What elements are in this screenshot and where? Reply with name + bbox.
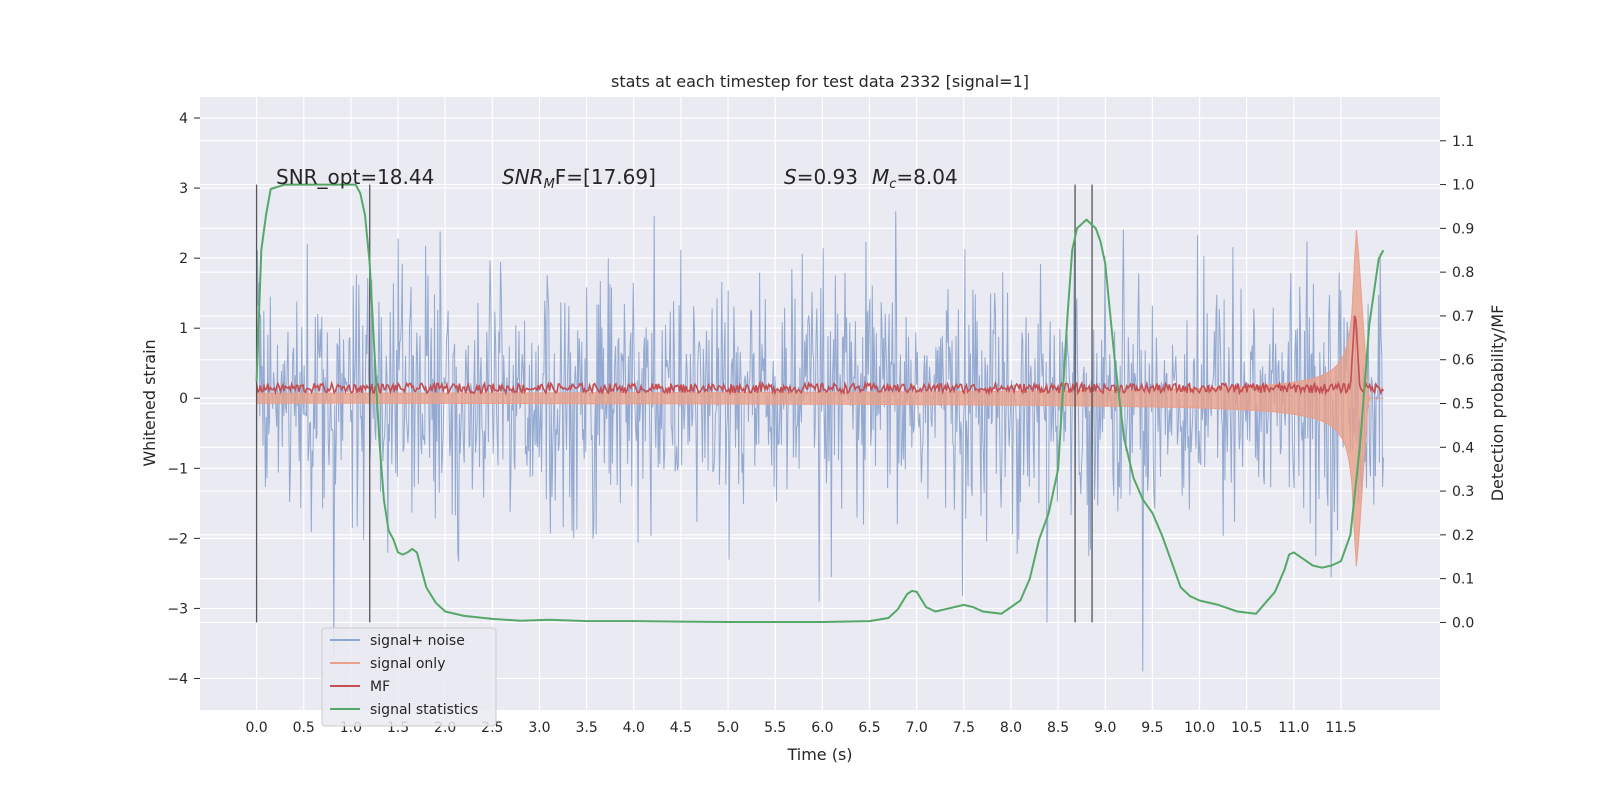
series-signal-only [256,230,1384,567]
y-right-tick-label: 0.8 [1452,265,1474,281]
y-left-tick-label: −2 [167,531,188,547]
chart-title: stats at each timestep for test data 233… [611,72,1029,91]
y-right-tick-label: 0.3 [1452,484,1474,500]
y-left-tick-label: 3 [179,181,188,197]
x-tick-label: 5.5 [764,720,786,736]
legend-box [321,627,497,727]
x-tick-label: 9.5 [1141,720,1163,736]
y-left-tick-label: 1 [179,321,188,337]
y-right-tick-label: 0.1 [1452,572,1474,588]
x-tick-label: 8.5 [1047,720,1069,736]
legend-label-signal-statistics: signal statistics [370,702,478,718]
x-tick-label: 4.5 [670,720,692,736]
legend-label-signal-noise: signal+ noise [370,633,465,649]
signal-statistics-line [255,183,1385,623]
x-tick-label: 3.0 [528,720,550,736]
annotation-snr-mf: SNRMF=[17.69] [502,165,656,192]
x-tick-label: 7.5 [953,720,975,736]
y-right-tick-label: 1.0 [1452,178,1474,194]
x-tick-label: 7.0 [906,720,928,736]
series-signal-statistics [255,183,1385,623]
x-tick-label: 0.0 [245,720,267,736]
y-left-tick-label: 4 [179,111,188,127]
signal-only-area [256,230,1384,567]
y-left-tick-label: −4 [167,671,188,687]
annotation-s-mc: S=0.93 Mc=8.04 [784,165,958,192]
mf-line [255,315,1385,396]
y-right-tick-label: 0.5 [1452,397,1474,413]
y-left-tick-label: −3 [167,601,188,617]
x-tick-label: 6.5 [858,720,880,736]
y-right-tick-label: 0.9 [1452,221,1474,237]
x-tick-label: 10.0 [1184,720,1215,736]
x-axis-label: Time (s) [786,745,852,764]
y-axis-left-ticks: −4 −3 −2 −1 0 1 2 3 4 [167,111,200,687]
x-tick-label: 10.5 [1231,720,1262,736]
series-mf [255,315,1385,396]
x-tick-label: 6.0 [811,720,833,736]
x-tick-label: 4.0 [623,720,645,736]
y-left-tick-label: −1 [167,461,188,477]
y-right-tick-label: 1.1 [1452,134,1474,150]
y-right-tick-label: 0.4 [1452,440,1474,456]
y-axis-left-label: Whitened strain [140,339,159,466]
legend-label-signal-only: signal only [370,656,445,672]
y-left-tick-label: 0 [179,391,188,407]
x-tick-label: 5.0 [717,720,739,736]
annotation-snr-opt: SNR_opt=18.44 [276,165,434,189]
y-right-tick-label: 0.7 [1452,309,1474,325]
x-tick-label: 0.5 [293,720,315,736]
y-right-tick-label: 0.0 [1452,615,1474,631]
x-axis-ticks: 0.0 0.5 1.0 1.5 2.0 2.5 3.0 3.5 4.0 4.5 5.0 5.5 6.0 6… [245,720,1356,736]
y-left-tick-label: 2 [179,251,188,267]
x-tick-label: 11.0 [1278,720,1309,736]
y-axis-right-label: Detection probability/MF [1488,305,1507,502]
x-tick-label: 11.5 [1325,720,1356,736]
legend: signal+ noise signal only MF signal stat… [321,627,497,727]
y-right-tick-label: 0.2 [1452,528,1474,544]
x-tick-label: 3.5 [575,720,597,736]
y-right-tick-label: 0.6 [1452,353,1474,369]
y-axis-right-ticks: 0.0 0.1 0.2 0.3 0.4 0.5 0.6 0.7 0.8 0.9 1.0 1.1 [1440,134,1474,631]
x-tick-label: 8.0 [1000,720,1022,736]
x-tick-label: 9.0 [1094,720,1116,736]
legend-label-mf: MF [370,679,390,695]
